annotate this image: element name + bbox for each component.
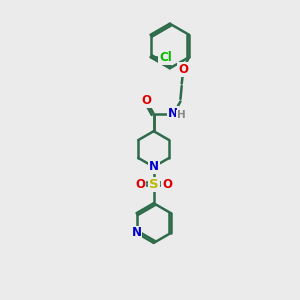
Text: N: N xyxy=(168,107,178,120)
Text: N: N xyxy=(149,160,159,173)
Text: O: O xyxy=(162,178,172,191)
Text: O: O xyxy=(142,94,152,107)
Text: H: H xyxy=(177,110,185,120)
Text: O: O xyxy=(135,178,145,191)
Text: S: S xyxy=(149,178,158,191)
Text: O: O xyxy=(178,63,188,76)
Text: Cl: Cl xyxy=(159,51,172,64)
Text: N: N xyxy=(131,226,142,239)
